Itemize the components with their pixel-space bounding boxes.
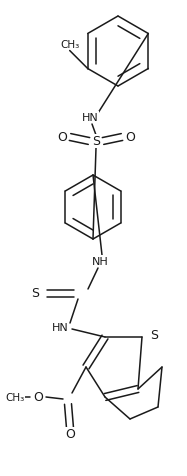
Text: O: O <box>125 131 135 144</box>
Text: HN: HN <box>82 113 98 123</box>
Text: S: S <box>92 135 100 148</box>
Text: S: S <box>150 329 158 342</box>
Text: O: O <box>33 391 43 404</box>
Text: NH: NH <box>92 257 108 267</box>
Text: CH₃: CH₃ <box>5 392 25 402</box>
Text: S: S <box>31 287 39 300</box>
Text: CH₃: CH₃ <box>60 40 79 50</box>
Text: HN: HN <box>52 322 68 332</box>
Text: O: O <box>57 131 67 144</box>
Text: O: O <box>65 427 75 441</box>
